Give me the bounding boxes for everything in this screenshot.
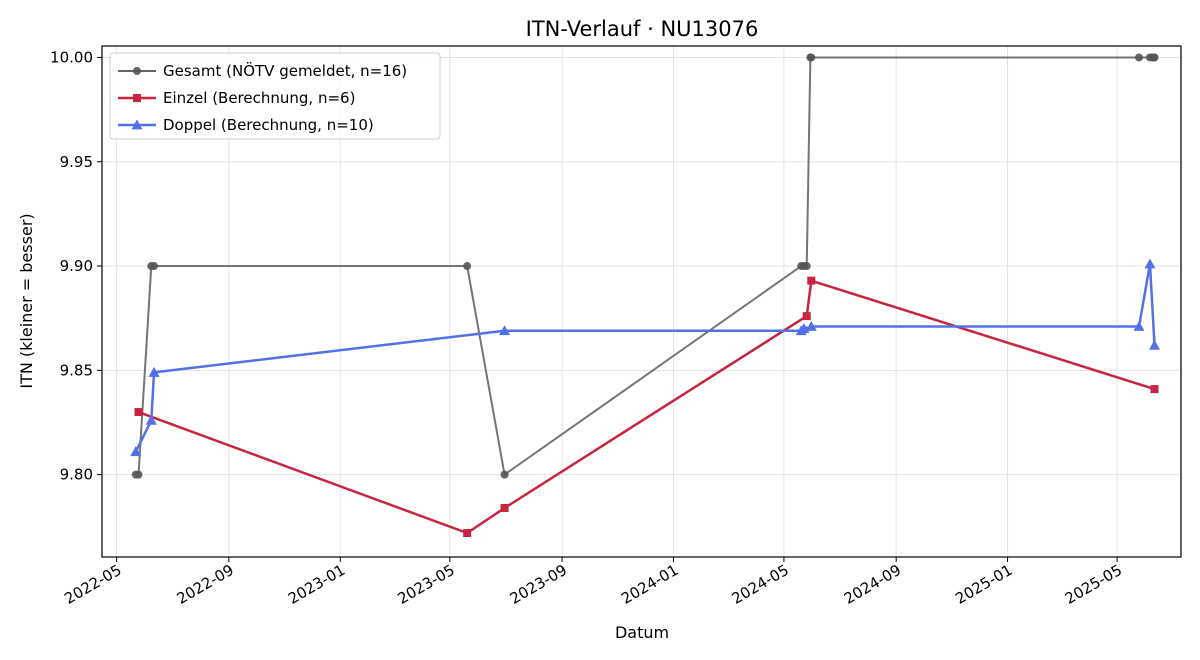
data-point-circle	[1150, 53, 1159, 62]
data-point-circle	[463, 262, 472, 271]
legend-label: Gesamt (NÖTV gemeldet, n=16)	[163, 61, 407, 80]
data-point-circle	[802, 262, 811, 271]
legend-label: Einzel (Berechnung, n=6)	[163, 89, 355, 107]
data-point-circle	[150, 262, 159, 271]
legend-box	[109, 52, 441, 140]
y-tick-label: 9.90	[60, 257, 93, 275]
legend-marker-triangle	[131, 119, 143, 130]
data-point-square	[134, 408, 143, 417]
legend-marker-circle	[133, 67, 141, 75]
data-point-triangle	[130, 446, 142, 457]
data-point-square	[463, 529, 472, 538]
data-point-triangle	[145, 414, 157, 425]
y-tick-label: 10.00	[50, 48, 93, 66]
y-axis-label: ITN (kleiner = besser)	[17, 213, 36, 388]
data-point-circle	[134, 470, 143, 479]
series-layer	[130, 53, 1161, 538]
data-point-triangle	[1149, 339, 1161, 350]
data-point-square	[802, 312, 811, 321]
series-line-square	[138, 279, 1155, 535]
plot-frame	[101, 45, 1182, 558]
legend: Gesamt (NÖTV gemeldet, n=16) Einzel (Bere…	[109, 52, 441, 140]
y-tick-label: 9.95	[60, 153, 93, 171]
data-point-triangle	[148, 366, 160, 377]
data-point-circle	[1135, 53, 1144, 62]
x-axis-label: Datum	[615, 623, 669, 642]
data-point-triangle	[1144, 258, 1156, 269]
legend-label: Doppel (Berechnung, n=10)	[163, 116, 374, 134]
y-tick-label: 9.85	[60, 361, 93, 379]
y-tick-label: 9.80	[60, 466, 93, 484]
data-point-triangle	[499, 325, 511, 336]
data-point-triangle	[805, 321, 817, 331]
legend-marker-square	[133, 94, 141, 102]
data-point-triangle	[1133, 321, 1145, 331]
chart-title: ITN-Verlauf · NU13076	[526, 17, 759, 41]
data-point-square	[500, 503, 509, 512]
data-point-circle	[807, 53, 816, 62]
data-point-square	[807, 276, 816, 285]
data-point-circle	[500, 470, 509, 479]
data-point-square	[1150, 385, 1159, 394]
